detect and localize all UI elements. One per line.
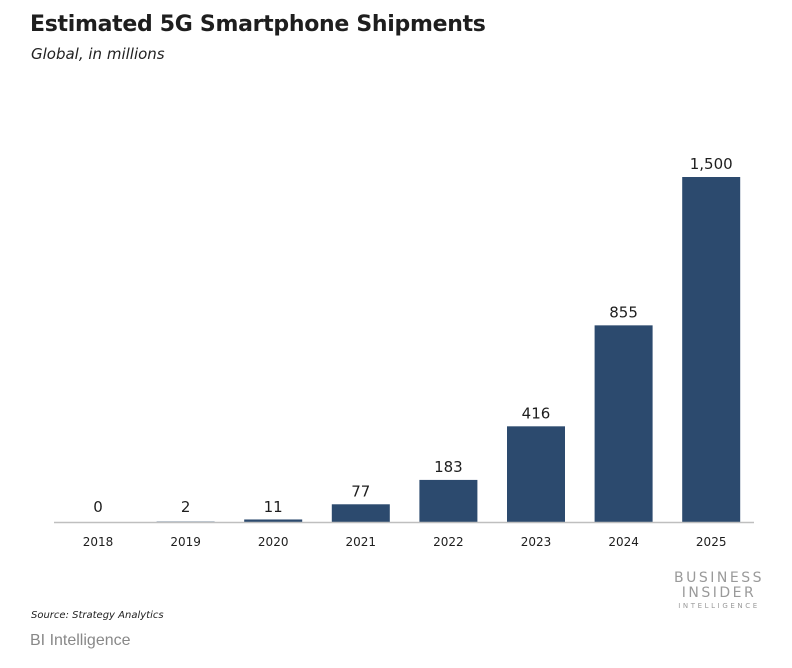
x-tick-label-2023: 2023 <box>521 535 552 549</box>
bar-2020 <box>244 519 303 522</box>
bar-2022 <box>419 479 478 522</box>
logo-line-intelligence: INTELLIGENCE <box>678 602 760 610</box>
x-tick-label-2024: 2024 <box>608 535 639 549</box>
x-tick-label-2019: 2019 <box>170 535 201 549</box>
source-note: Source: Strategy Analytics <box>31 610 164 621</box>
bar-2024 <box>594 325 653 522</box>
data-label-2020: 11 <box>264 498 283 516</box>
image-caption: BI Intelligence <box>30 632 131 649</box>
business-insider-logo: BUSINESS INSIDER INTELLIGENCE <box>664 571 774 611</box>
data-label-2021: 77 <box>351 482 370 500</box>
bar-2023 <box>507 426 565 522</box>
bar-chart: 0 2018 2 2019 11 2020 77 2021 183 2022 416 2023 855 2… <box>54 155 754 549</box>
data-label-2023: 416 <box>522 404 551 422</box>
bar-2021 <box>331 504 390 522</box>
chart-subtitle: Global, in millions <box>31 45 165 63</box>
x-tick-label-2025: 2025 <box>696 535 727 549</box>
x-tick-label-2021: 2021 <box>346 535 377 549</box>
data-label-2022: 183 <box>434 458 463 476</box>
data-label-2025: 1,500 <box>690 155 733 173</box>
bar-2025 <box>682 177 741 522</box>
x-tick-label-2022: 2022 <box>433 535 464 549</box>
chart-title: Estimated 5G Smartphone Shipments <box>30 12 486 37</box>
x-tick-label-2020: 2020 <box>258 535 289 549</box>
data-label-2018: 0 <box>93 498 103 516</box>
data-label-2019: 2 <box>181 498 191 516</box>
data-label-2024: 855 <box>609 303 638 321</box>
logo-line-business: BUSINESS <box>674 570 764 586</box>
x-tick-label-2018: 2018 <box>83 535 114 549</box>
logo-line-insider: INSIDER <box>681 585 757 601</box>
